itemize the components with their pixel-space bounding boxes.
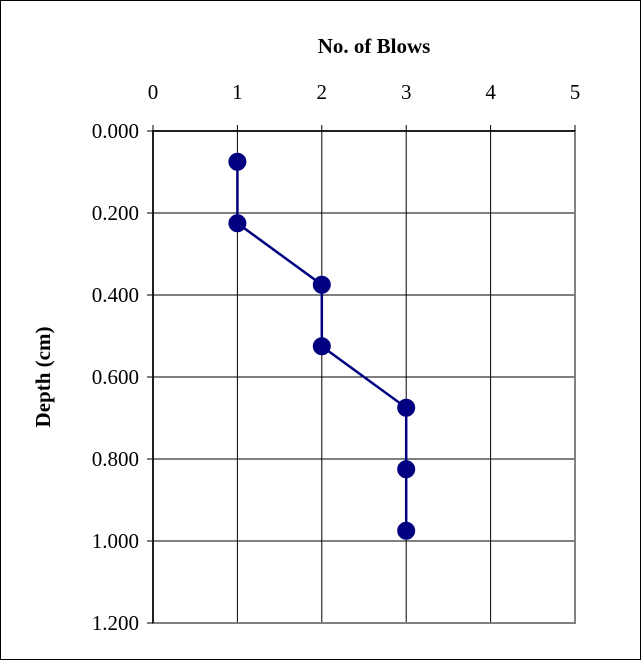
y-axis-title: Depth (cm): [31, 327, 55, 428]
data-point: [312, 275, 331, 294]
y-tick-label: 0.000: [92, 119, 139, 143]
axis-ticks: [147, 125, 576, 624]
x-tick-label: 3: [401, 80, 412, 104]
x-axis-tick-labels: 0 1 2 3 4 5: [148, 80, 581, 104]
data-point: [397, 398, 416, 417]
data-point: [312, 337, 331, 356]
x-tick-label: 1: [232, 80, 243, 104]
data-point: [228, 214, 247, 233]
data-point: [397, 460, 416, 479]
y-tick-label: 0.800: [92, 447, 139, 471]
x-tick-label: 5: [570, 80, 581, 104]
data-point: [397, 521, 416, 540]
x-axis-title: No. of Blows: [318, 34, 431, 58]
y-tick-label: 0.400: [92, 283, 139, 307]
y-tick-label: 1.200: [92, 611, 139, 635]
x-tick-label: 2: [317, 80, 328, 104]
series-depth-vs-blows: [228, 152, 416, 540]
y-tick-label: 0.200: [92, 201, 139, 225]
y-axis-tick-labels: 0.000 0.200 0.400 0.600 0.800 1.000 1.200: [92, 119, 139, 635]
x-tick-label: 0: [148, 80, 159, 104]
y-tick-label: 1.000: [92, 529, 139, 553]
data-point: [228, 152, 247, 171]
grid-lines: [153, 131, 575, 623]
x-tick-label: 4: [485, 80, 496, 104]
y-tick-label: 0.600: [92, 365, 139, 389]
